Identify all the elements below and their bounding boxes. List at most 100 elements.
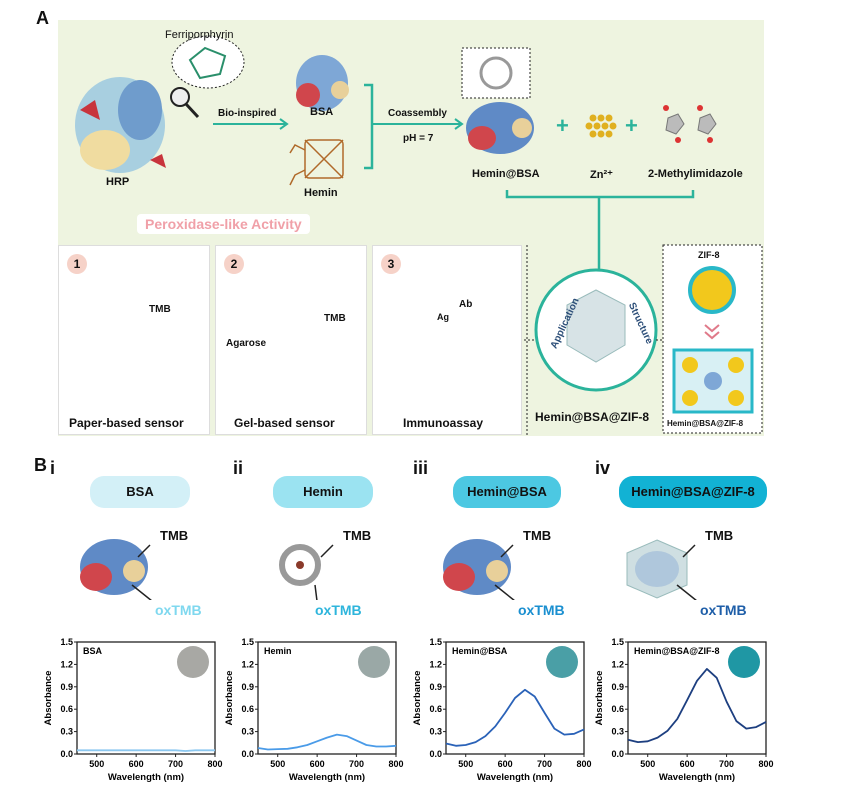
chart-sample-label: Hemin@BSA [452, 646, 508, 656]
absorbance-curve [77, 749, 215, 752]
y-axis-label: Absorbance [594, 671, 605, 726]
zif8-lattice-illustration [672, 348, 754, 414]
oxtmb-label: oxTMB [155, 602, 202, 618]
panel-b-letter: B [34, 455, 47, 475]
coassembly-bracket [364, 83, 374, 170]
zinc-ions-illustration [585, 114, 617, 138]
oxtmb-label: oxTMB [518, 602, 565, 618]
y-tick-label: 0.3 [60, 727, 73, 737]
x-tick-label: 600 [310, 759, 325, 769]
chart-sample-label: BSA [83, 646, 103, 656]
x-tick-label: 700 [537, 759, 552, 769]
zif8-unit-illustration [688, 266, 736, 314]
solution-color-swatch [358, 646, 390, 678]
x-tick-label: 800 [576, 759, 591, 769]
hrp-protein-illustration [75, 77, 166, 173]
y-tick-label: 1.2 [429, 659, 442, 669]
x-tick-label: 800 [388, 759, 403, 769]
chart-sample-label: Hemin@BSA@ZIF-8 [634, 646, 720, 656]
zif8-caption: Hemin@BSA@ZIF-8 [667, 419, 744, 428]
y-tick-label: 0.3 [611, 727, 624, 737]
x-tick-label: 800 [207, 759, 222, 769]
column-numeral: ii [233, 458, 244, 478]
y-tick-label: 0.0 [60, 749, 73, 759]
bio-inspired-label: Bio-inspired [218, 108, 277, 119]
sample-pill: BSA [90, 476, 190, 508]
solution-color-swatch [546, 646, 578, 678]
x-tick-label: 700 [719, 759, 734, 769]
x-tick-label: 800 [758, 759, 773, 769]
column-numeral: i [50, 458, 56, 478]
caption: Gel-based sensor [234, 416, 335, 430]
solution-color-swatch [728, 646, 760, 678]
y-axis-label: Absorbance [412, 671, 423, 726]
chevron-down-icon [704, 324, 720, 340]
y-axis-label: Absorbance [224, 671, 235, 726]
oxtmb-label: oxTMB [315, 602, 362, 618]
hemin-bsa-zif8-structure-illustration [617, 535, 698, 602]
y-tick-label: 0.3 [241, 727, 254, 737]
x-tick-label: 700 [168, 759, 183, 769]
y-tick-label: 0.0 [611, 749, 624, 759]
tmb-label: TMB [324, 313, 346, 324]
zif8-crystal-illustration [566, 289, 626, 363]
y-tick-label: 0.9 [241, 682, 254, 692]
y-tick-label: 1.2 [241, 659, 254, 669]
subpanel-paper-sensor: 1 TMB Paper-based sensor [58, 245, 210, 435]
chart-sample-label: Hemin [264, 646, 292, 656]
components-bracket [505, 190, 695, 199]
caption: Paper-based sensor [69, 416, 184, 430]
magnifier-icon [170, 87, 190, 107]
x-tick-label: 500 [89, 759, 104, 769]
y-tick-label: 1.5 [60, 637, 73, 647]
tmb-label: TMB [160, 528, 189, 543]
composite-label: Hemin@BSA@ZIF-8 [535, 410, 650, 424]
panel-a-letter: A [36, 8, 49, 28]
y-tick-label: 0.6 [429, 704, 442, 714]
x-axis-label: Wavelength (nm) [477, 772, 553, 783]
methylimidazole-label: 2-Methylimidazole [648, 168, 743, 180]
y-tick-label: 1.5 [241, 637, 254, 647]
x-tick-label: 500 [270, 759, 285, 769]
ferriporphyrin-zoom-bubble [171, 35, 245, 89]
y-tick-label: 0.6 [60, 704, 73, 714]
tmb-label: TMB [705, 528, 734, 543]
hemin-label: Hemin [304, 187, 338, 199]
bsa-structure-illustration [72, 535, 153, 602]
step-number: 1 [67, 254, 87, 274]
x-axis-label: Wavelength (nm) [108, 772, 184, 783]
ferriporphyrin-label: Ferriporphyrin [165, 29, 234, 41]
bsa-label: BSA [310, 106, 334, 118]
x-tick-label: 700 [349, 759, 364, 769]
y-tick-label: 0.6 [611, 704, 624, 714]
x-tick-label: 500 [640, 759, 655, 769]
y-tick-label: 1.5 [429, 637, 442, 647]
zif8-label: ZIF-8 [698, 250, 720, 260]
sample-pill: Hemin@BSA [453, 476, 561, 508]
tmb-label: TMB [523, 528, 552, 543]
y-tick-label: 0.9 [611, 682, 624, 692]
y-tick-label: 1.5 [611, 637, 624, 647]
plus-icon: + [556, 113, 569, 138]
x-tick-label: 600 [680, 759, 695, 769]
y-tick-label: 0.6 [241, 704, 254, 714]
x-tick-label: 500 [458, 759, 473, 769]
caption: Immunoassay [403, 416, 484, 430]
x-axis-label: Wavelength (nm) [289, 772, 365, 783]
y-tick-label: 0.9 [429, 682, 442, 692]
hrp-label: HRP [106, 176, 130, 188]
step-number: 2 [224, 254, 244, 274]
y-tick-label: 0.9 [60, 682, 73, 692]
y-tick-label: 0.0 [241, 749, 254, 759]
subpanel-immunoassay: 3 Ab Ag Immunoassay [372, 245, 522, 435]
tmb-label: TMB [149, 304, 171, 315]
ab-label: Ab [459, 299, 473, 310]
y-tick-label: 0.0 [429, 749, 442, 759]
x-tick-label: 600 [498, 759, 513, 769]
sample-pill: Hemin@BSA@ZIF-8 [619, 476, 767, 508]
column-numeral: iv [595, 458, 611, 478]
y-tick-label: 0.3 [429, 727, 442, 737]
methylimidazole-illustration [663, 105, 717, 143]
y-tick-label: 1.2 [60, 659, 73, 669]
oxtmb-label: oxTMB [700, 602, 747, 618]
